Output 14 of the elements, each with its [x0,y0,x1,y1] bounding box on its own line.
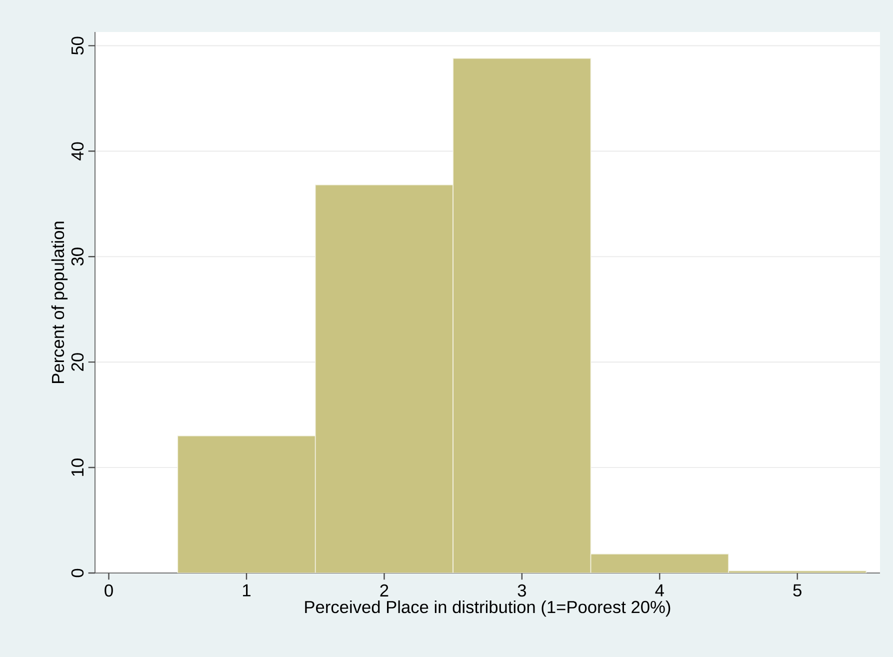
y-tick-label: 0 [71,568,84,578]
x-axis-title: Perceived Place in distribution (1=Poorest 20%) [305,600,670,617]
x-tick-label: 2 [380,584,388,596]
y-tick-label: 50 [71,36,84,55]
x-tick-label: 3 [518,584,526,597]
x-tick-label: 0 [104,584,113,597]
x-tick-label: 1 [242,584,250,596]
x-tick-label: 5 [793,584,802,596]
y-tick-label: 40 [71,142,84,160]
y-tick-label: 30 [71,248,84,266]
y-tick-label: 20 [71,353,84,371]
y-tick-label: 10 [71,458,84,476]
x-tick-label: 4 [655,584,664,596]
y-axis-title: Percent of population [51,222,68,383]
